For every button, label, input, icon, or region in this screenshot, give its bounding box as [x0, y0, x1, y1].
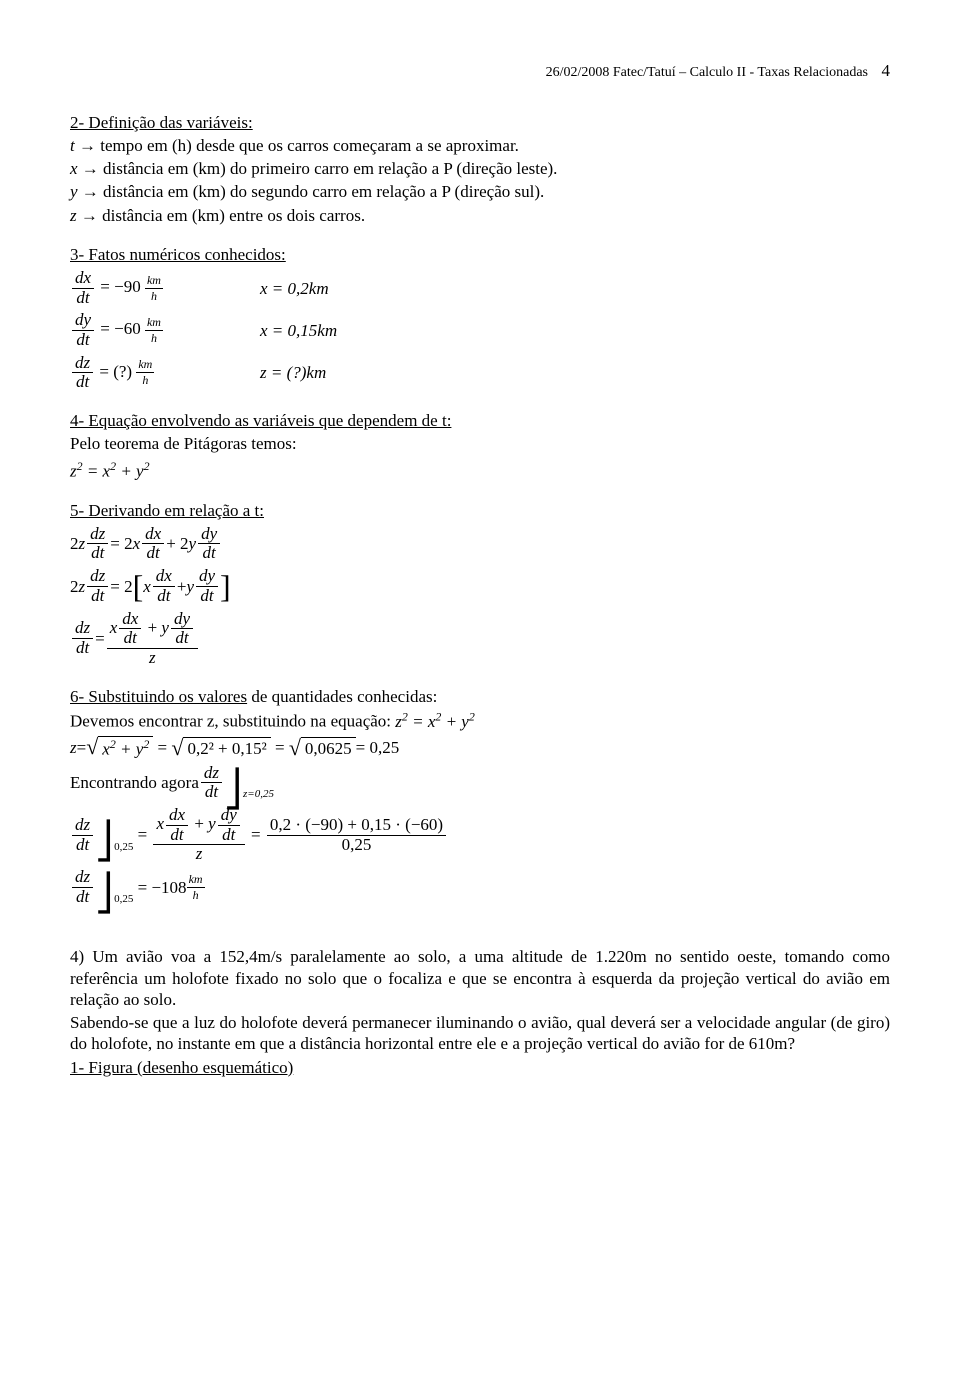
final-den: 0,25 — [267, 836, 446, 855]
dy-val: = −60 — [100, 319, 140, 338]
fact-dx: dxdt = −90 kmh x = 0,2km — [70, 269, 890, 307]
section-2: 2- Definição das variáveis: t → tempo em… — [70, 112, 890, 226]
prob4-p1: 4) Um avião voa a 152,4m/s paralelamente… — [70, 946, 890, 1010]
sec6-title2: de quantidades conhecidas: — [247, 687, 437, 706]
sec6-line2: Devemos encontrar z, substituindo na equ… — [70, 712, 395, 731]
fact-dz: dzdt = (?) kmh z = (?)km — [70, 354, 890, 392]
page-header: 26/02/2008 Fatec/Tatuí – Calculo II - Ta… — [70, 60, 890, 82]
calc-step3: = 0,25 — [356, 737, 400, 758]
encontrando: Encontrando agora dzdt ⎦z=0,25 — [70, 764, 890, 802]
x-val: x = 0,2km — [260, 278, 460, 299]
sec3-title: 3- Fatos numéricos conhecidos: — [70, 245, 286, 264]
section-6: 6- Substituindo os valores de quantidade… — [70, 686, 890, 907]
section-3: 3- Fatos numéricos conhecidos: dxdt = −9… — [70, 244, 890, 392]
page-number: 4 — [882, 61, 891, 80]
prob4-p2: Sabendo-se que a luz do holofote deverá … — [70, 1012, 890, 1055]
header-topic: Taxas Relacionadas — [757, 65, 868, 80]
deriv-eq2: 2zdzdt = 2 [ xdxdt + ydydt ] — [70, 567, 890, 605]
calc-step2: 0,0625 — [301, 737, 356, 759]
calc-step1: 0,2² + 0,15² — [183, 737, 270, 759]
sec2-title: 2- Definição das variáveis: — [70, 113, 253, 132]
sec4-title: 4- Equação envolvendo as variáveis que d… — [70, 411, 451, 430]
header-date: 26/02/2008 Fatec/Tatuí – Calculo II - — [546, 65, 758, 80]
deriv-eq3: dzdt = xdxdt + ydydt z — [70, 610, 890, 668]
section-5: 5- Derivando em relação a t: 2zdzdt = 2x… — [70, 500, 890, 668]
y-val: x = 0,15km — [260, 320, 460, 341]
sec5-title: 5- Derivando em relação a t: — [70, 501, 264, 520]
problem-4: 4) Um avião voa a 152,4m/s paralelamente… — [70, 946, 890, 1078]
final-eq: dzdt ⎦0,25 = xdxdt + ydydt z = 0,2 · (−9… — [70, 806, 890, 864]
enc-text: Encontrando agora — [70, 772, 199, 793]
result-val: = −108 — [138, 877, 187, 898]
prob4-fig: 1- Figura (desenho esquemático) — [70, 1058, 293, 1077]
section-4: 4- Equação envolvendo as variáveis que d… — [70, 410, 890, 481]
dx-val: = −90 — [100, 277, 140, 296]
sec4-line2: Pelo teorema de Pitágoras temos: — [70, 433, 890, 454]
z-val: z = (?)km — [260, 362, 460, 383]
sec6-title: 6- Substituindo os valores — [70, 687, 247, 706]
final-num: 0,2 · (−90) + 0,15 · (−60) — [267, 816, 446, 836]
final-result: dzdt ⎦0,25 = −108 kmh — [70, 868, 890, 906]
deriv-eq1: 2zdzdt = 2xdxdt + 2ydydt — [70, 525, 890, 563]
dz-val: = (?) — [99, 362, 132, 381]
fact-dy: dydt = −60 kmh x = 0,15km — [70, 311, 890, 349]
z-calc: z = √x2 + y2 = √0,2² + 0,15² = √0,0625 =… — [70, 736, 890, 760]
